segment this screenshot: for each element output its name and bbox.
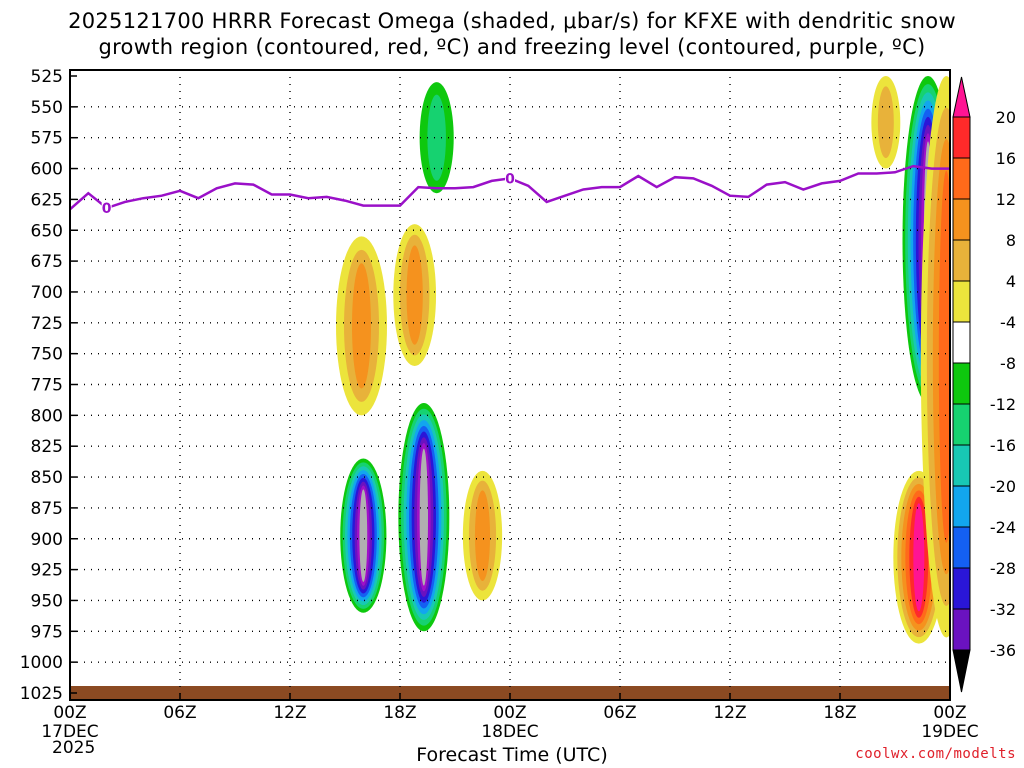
omega-cell-0-level-8	[419, 448, 429, 586]
y-tick-label: 600	[31, 160, 63, 180]
x-tick-label: 12Z	[713, 703, 746, 723]
omega-cell-7-level-1	[427, 94, 446, 181]
y-tick-label: 850	[31, 468, 63, 488]
pressure-axis: 525 550 575 600 625 650 675 700 725 750 775 800 825 8…	[20, 67, 77, 704]
colorbar-label: 20	[996, 108, 1016, 127]
y-tick-label: 925	[31, 561, 63, 581]
colorbar-label: -24	[990, 518, 1016, 537]
colorbar-segment	[952, 403, 971, 446]
colorbar-segment	[952, 485, 971, 528]
x-date-label: 18DEC	[481, 722, 538, 742]
omega-cell-5-level-2	[352, 263, 371, 389]
colorbar-segment	[952, 444, 971, 487]
colorbar-label: 8	[1006, 231, 1016, 250]
x-tick-label: 18Z	[823, 703, 856, 723]
colorbar-label: -32	[990, 600, 1016, 619]
omega-shaded-field	[336, 76, 950, 644]
y-tick-label: 725	[31, 314, 63, 334]
omega-cell-3-level-5	[913, 503, 925, 612]
x-axis-title: Forecast Time (UTC)	[416, 744, 608, 766]
y-tick-label: 625	[31, 190, 63, 210]
colorbar-segment	[952, 198, 971, 241]
colorbar-label: 4	[1006, 272, 1016, 291]
y-tick-label: 950	[31, 591, 63, 611]
colorbar-label: -28	[990, 559, 1016, 578]
x-tick-label: 06Z	[603, 703, 636, 723]
x-date-label: 17DEC	[41, 722, 98, 742]
colorbar-segment	[952, 362, 971, 405]
x-tick-label: 00Z	[493, 703, 526, 723]
colorbar-segment	[952, 116, 971, 159]
title-line-1: 2025121700 HRRR Forecast Omega (shaded, …	[68, 9, 956, 33]
x-tick-label: 00Z	[933, 703, 966, 723]
freezing-level-label: 0	[505, 171, 515, 187]
year-label: 2025	[52, 738, 96, 758]
y-tick-label: 575	[31, 129, 63, 149]
y-tick-label: 800	[31, 406, 63, 426]
y-tick-label: 1000	[20, 653, 63, 673]
freezing-label-bg-1	[505, 170, 515, 185]
omega-colorbar: 20 16 12 8 4 -4 -8 -12 -16 -20 -24 -28 -32 -36	[952, 76, 1016, 693]
x-tick-label: 00Z	[53, 703, 86, 723]
colorbar-segment	[952, 321, 971, 364]
x-tick-label: 18Z	[383, 703, 416, 723]
y-tick-label: 675	[31, 252, 63, 272]
title-line-2: growth region (contoured, red, ºC) and f…	[98, 35, 926, 59]
freezing-label-bg-0	[101, 200, 112, 215]
omega-cell-9-level-1	[877, 86, 894, 159]
colorbar-label: -20	[990, 477, 1016, 496]
colorbar-label: 16	[996, 149, 1016, 168]
freezing-level-contour: 00	[70, 164, 950, 217]
y-tick-label: 975	[31, 622, 63, 642]
colorbar-bottom-arrow	[952, 649, 971, 693]
colorbar-segment	[952, 280, 971, 323]
y-tick-label: 875	[31, 499, 63, 519]
colorbar-segment	[952, 239, 971, 282]
colorbar-top-arrow	[952, 76, 971, 118]
colorbar-label: -12	[990, 395, 1016, 414]
colorbar-segment	[952, 567, 971, 610]
colorbar-segment	[952, 608, 971, 651]
y-tick-label: 650	[31, 221, 63, 241]
y-tick-label: 825	[31, 437, 63, 457]
omega-cell-8-level-3	[938, 170, 950, 543]
grid-lines	[70, 70, 950, 700]
y-tick-label: 900	[31, 530, 63, 550]
chart-title: 2025121700 HRRR Forecast Omega (shaded, …	[0, 8, 1024, 60]
y-tick-label: 750	[31, 345, 63, 365]
x-tick-label: 06Z	[163, 703, 196, 723]
colorbar-label: -36	[990, 641, 1016, 660]
omega-cell-6-level-2	[474, 490, 491, 582]
colorbar-label: -16	[990, 436, 1016, 455]
y-tick-label: 525	[31, 67, 63, 87]
omega-cell-4-level-2	[406, 245, 423, 345]
credit-text: coolwx.com/modelts	[855, 746, 1016, 762]
x-tick-label: 12Z	[273, 703, 306, 723]
colorbar-label: -8	[1000, 354, 1016, 373]
colorbar-segment	[952, 526, 971, 569]
x-date-label: 19DEC	[921, 722, 978, 742]
colorbar-label: -4	[1000, 313, 1016, 332]
y-tick-label: 700	[31, 283, 63, 303]
colorbar-segment	[952, 157, 971, 200]
y-tick-label: 550	[31, 98, 63, 118]
omega-cell-1-level-8	[359, 489, 368, 582]
y-tick-label: 1025	[20, 684, 63, 704]
y-tick-label: 775	[31, 376, 63, 396]
colorbar-label: 12	[996, 190, 1016, 209]
freezing-level-label: 0	[102, 201, 112, 217]
